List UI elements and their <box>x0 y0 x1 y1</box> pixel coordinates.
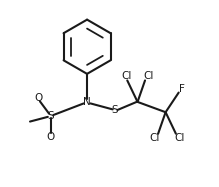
Text: Cl: Cl <box>175 133 185 143</box>
Text: Cl: Cl <box>122 71 132 81</box>
Text: Cl: Cl <box>144 71 154 81</box>
Text: O: O <box>34 93 42 103</box>
Text: S: S <box>112 105 118 115</box>
Text: Cl: Cl <box>149 133 160 143</box>
Text: O: O <box>46 132 55 142</box>
Text: N: N <box>83 97 91 107</box>
Text: S: S <box>47 111 54 121</box>
Text: F: F <box>178 84 184 94</box>
